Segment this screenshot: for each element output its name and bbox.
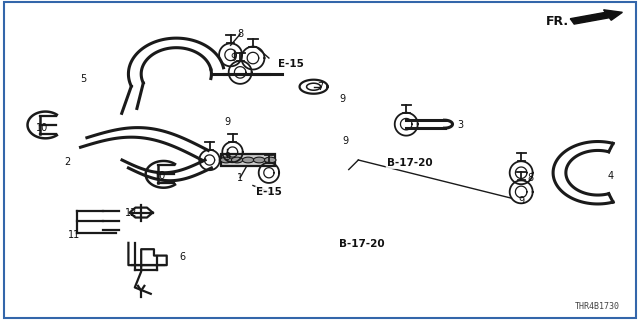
Text: B-17-20: B-17-20 [387, 158, 432, 168]
Text: B-17-20: B-17-20 [339, 239, 385, 249]
Text: 10: 10 [36, 123, 49, 133]
Text: 4: 4 [607, 171, 614, 181]
Text: 12: 12 [125, 208, 138, 218]
Text: 7: 7 [317, 82, 323, 92]
Text: 9: 9 [231, 53, 237, 63]
Text: E-15: E-15 [256, 187, 282, 197]
Text: 2: 2 [65, 156, 71, 167]
Text: 10: 10 [154, 171, 166, 181]
Text: 6: 6 [180, 252, 186, 262]
Circle shape [253, 157, 265, 163]
Text: 8: 8 [237, 29, 243, 39]
Text: 9: 9 [339, 94, 346, 104]
Text: 9: 9 [225, 117, 230, 127]
Text: 9: 9 [342, 136, 349, 146]
Text: 11: 11 [68, 230, 80, 240]
FancyArrow shape [570, 10, 622, 24]
Text: 3: 3 [458, 120, 463, 130]
Text: THR4B1730: THR4B1730 [575, 302, 620, 311]
Text: 9: 9 [518, 196, 524, 206]
Text: 9: 9 [225, 152, 230, 162]
Text: 1: 1 [237, 172, 243, 182]
Text: 8: 8 [527, 172, 534, 182]
Text: FR.: FR. [546, 15, 569, 28]
Text: 5: 5 [81, 74, 87, 84]
Circle shape [264, 157, 276, 163]
Circle shape [243, 157, 254, 163]
Bar [221, 154, 275, 166]
Circle shape [220, 157, 232, 163]
Text: E-15: E-15 [278, 60, 304, 69]
Circle shape [232, 157, 243, 163]
